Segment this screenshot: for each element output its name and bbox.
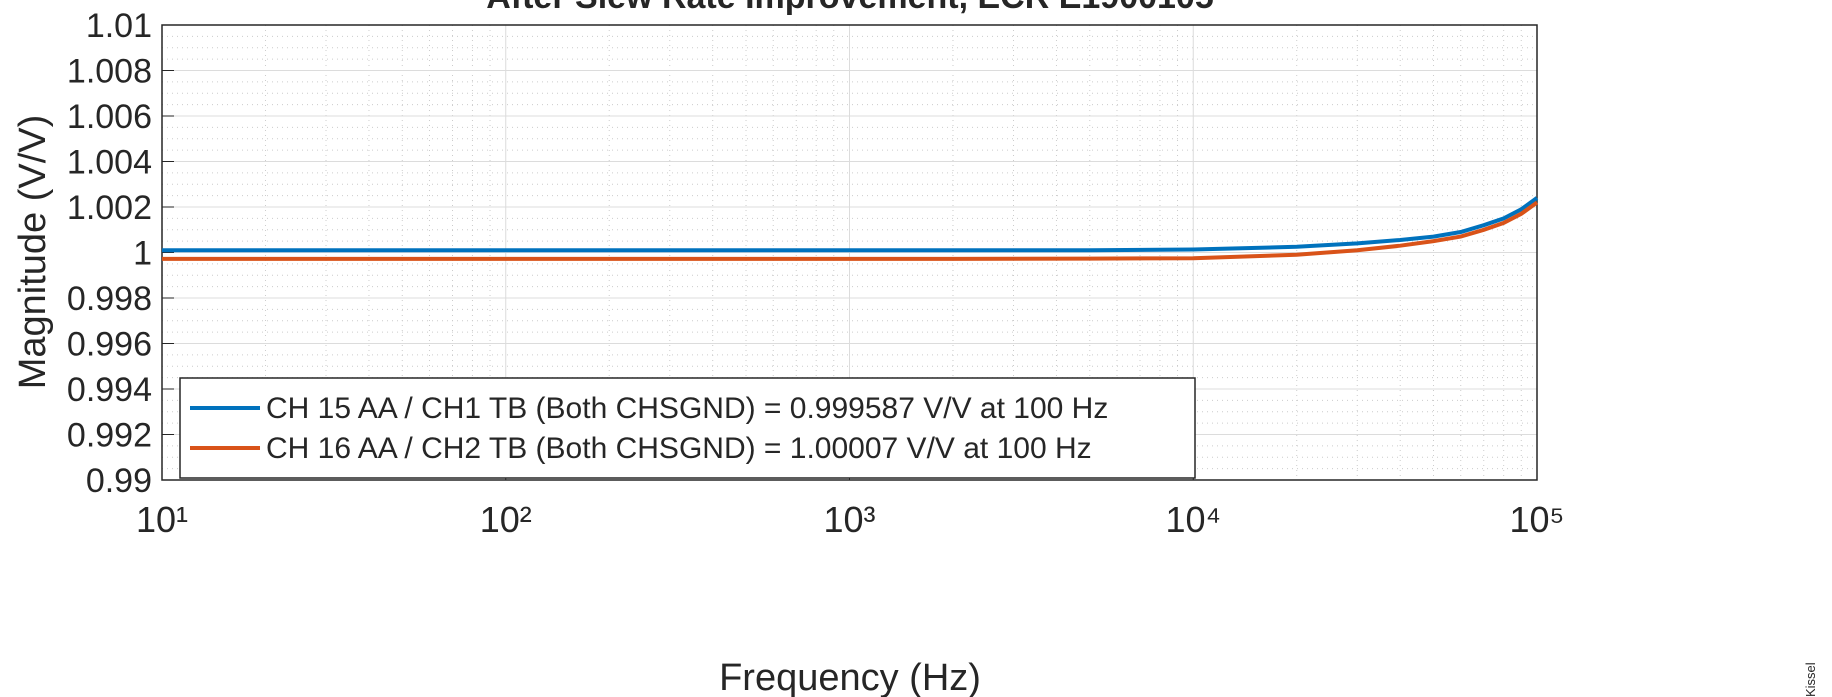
chart-title: After Slew Rate Improvement, ECR E190010… (486, 0, 1214, 16)
y-tick-label: 1.006 (67, 98, 152, 136)
y-tick-label: 0.998 (67, 280, 152, 318)
x-axis-label: Frequency (Hz) (719, 657, 981, 697)
y-tick-label: 0.99 (86, 462, 152, 500)
y-tick-label: 0.996 (67, 326, 152, 364)
y-tick-label: 0.994 (67, 371, 152, 409)
author: Kissel (1803, 662, 1818, 697)
legend-label: CH 16 AA / CH2 TB (Both CHSGND) = 1.0000… (266, 432, 1092, 465)
y-tick-label: 0.992 (67, 417, 152, 455)
y-tick-label: 1.008 (67, 53, 152, 91)
y-axis-label: Magnitude (V/V) (12, 115, 54, 390)
x-tick-label: 10⁵ (1510, 499, 1565, 540)
x-tick-label: 10¹ (136, 499, 188, 540)
y-tick-label: 1 (133, 235, 152, 273)
y-tick-label: 1.002 (67, 189, 152, 227)
y-tick-label: 1.01 (86, 7, 152, 45)
data-line (162, 200, 1539, 261)
axes-box (161, 24, 1538, 481)
legend-box (179, 377, 1196, 479)
y-tick-label: 1.004 (67, 144, 152, 182)
x-tick-label: 10⁴ (1165, 499, 1221, 540)
x-tick-label: 10³ (823, 499, 875, 540)
data-line (162, 196, 1539, 253)
x-tick-label: 10² (480, 499, 532, 540)
legend-label: CH 15 AA / CH1 TB (Both CHSGND) = 0.9995… (266, 392, 1108, 425)
